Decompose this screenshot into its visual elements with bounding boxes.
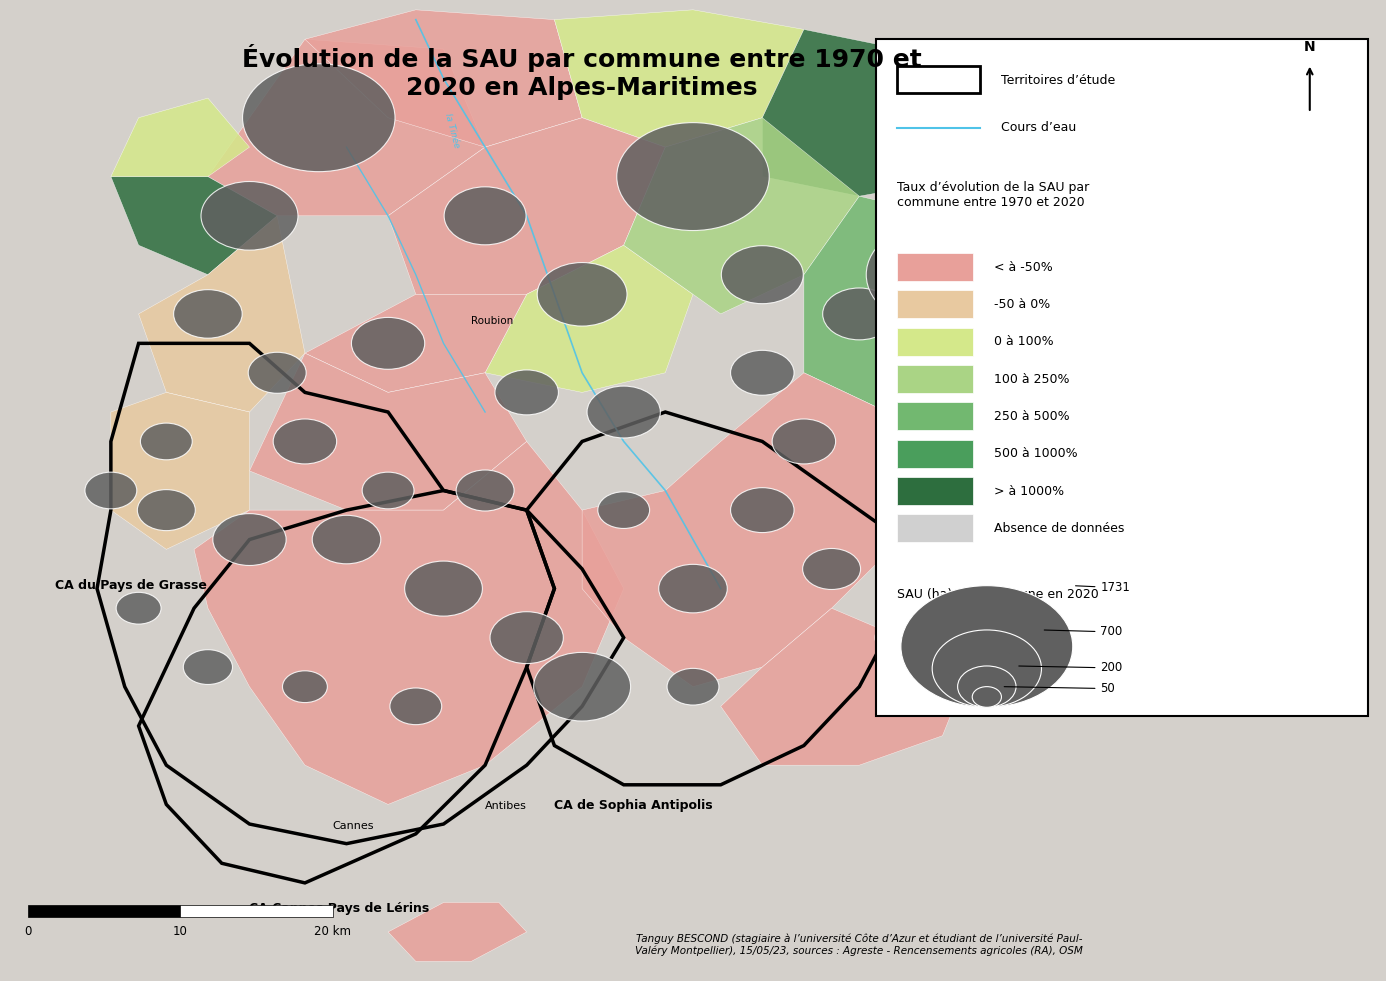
Text: Roubion: Roubion [471, 316, 513, 326]
Circle shape [248, 352, 306, 393]
Text: 10: 10 [173, 925, 187, 938]
Bar [180, 905, 333, 917]
Polygon shape [208, 39, 485, 216]
Text: Territoires d’étude: Territoires d’étude [1001, 74, 1114, 87]
Text: 20 km: 20 km [315, 925, 351, 938]
Circle shape [116, 593, 161, 624]
Text: < à -50%: < à -50% [994, 261, 1052, 274]
Polygon shape [111, 177, 277, 275]
Circle shape [588, 387, 660, 438]
Polygon shape [249, 353, 527, 510]
Polygon shape [901, 441, 1053, 667]
Text: Taux d’évolution de la SAU par
commune entre 1970 et 2020: Taux d’évolution de la SAU par commune e… [897, 181, 1089, 210]
Bar [897, 402, 973, 431]
Polygon shape [194, 441, 624, 804]
Text: Menton: Menton [942, 566, 984, 576]
Circle shape [730, 350, 794, 395]
Circle shape [944, 452, 997, 490]
Circle shape [85, 472, 137, 509]
Circle shape [866, 221, 1019, 329]
Circle shape [958, 666, 1016, 707]
Circle shape [444, 186, 527, 245]
Text: 0: 0 [24, 925, 32, 938]
Circle shape [617, 123, 769, 231]
Text: 700: 700 [1044, 626, 1123, 639]
Polygon shape [1053, 343, 1137, 540]
Circle shape [730, 488, 794, 533]
Text: -50 à 0%: -50 à 0% [994, 298, 1051, 311]
Polygon shape [942, 245, 1109, 471]
Polygon shape [305, 294, 527, 392]
Circle shape [972, 687, 1002, 707]
Text: Antibes: Antibes [485, 801, 527, 811]
Text: 50: 50 [1005, 682, 1116, 696]
Text: 1731: 1731 [1076, 581, 1131, 594]
Circle shape [405, 561, 482, 616]
Polygon shape [305, 10, 582, 147]
Polygon shape [111, 98, 249, 177]
Circle shape [201, 181, 298, 250]
Circle shape [597, 491, 650, 529]
Bar [897, 328, 973, 356]
Circle shape [772, 419, 836, 464]
Circle shape [933, 630, 1041, 707]
Polygon shape [582, 373, 942, 687]
Circle shape [875, 619, 927, 656]
Text: Monaco: Monaco [887, 615, 930, 625]
Polygon shape [942, 78, 1137, 275]
Circle shape [243, 64, 395, 172]
Circle shape [283, 671, 327, 702]
Circle shape [538, 263, 626, 326]
Circle shape [213, 514, 286, 565]
Circle shape [137, 490, 195, 531]
Circle shape [491, 612, 563, 663]
Circle shape [273, 419, 337, 464]
Polygon shape [804, 196, 998, 412]
Text: Évolution de la SAU par commune entre 1970 et
2020 en Alpes-Maritimes: Évolution de la SAU par commune entre 19… [243, 44, 922, 100]
Circle shape [721, 245, 804, 304]
Text: Cours d’eau: Cours d’eau [1001, 121, 1076, 134]
Polygon shape [111, 392, 249, 549]
Polygon shape [388, 903, 527, 961]
Bar [28, 905, 180, 917]
Text: Cannes: Cannes [333, 821, 374, 831]
Bar [897, 290, 973, 319]
Text: CA de Sophia Antipolis: CA de Sophia Antipolis [554, 800, 712, 812]
Polygon shape [554, 10, 804, 147]
Text: 0 à 100%: 0 à 100% [994, 336, 1053, 348]
Text: CA du Pays de Grasse: CA du Pays de Grasse [55, 579, 208, 592]
Text: N: N [1304, 40, 1315, 54]
Circle shape [173, 289, 243, 338]
Text: > à 1000%: > à 1000% [994, 485, 1064, 497]
Polygon shape [485, 245, 693, 392]
Text: 200: 200 [1019, 661, 1123, 674]
Bar [897, 439, 973, 468]
Circle shape [456, 470, 514, 511]
Circle shape [534, 652, 631, 721]
Circle shape [140, 423, 193, 460]
Circle shape [667, 668, 719, 705]
Text: SAU (ha) par commune en 2020: SAU (ha) par commune en 2020 [897, 588, 1099, 600]
Circle shape [998, 441, 1081, 500]
Bar [897, 514, 973, 542]
Bar [897, 477, 973, 505]
Circle shape [352, 318, 424, 369]
Circle shape [362, 472, 414, 509]
Text: la Tinée: la Tinée [444, 113, 462, 149]
Polygon shape [762, 29, 998, 196]
Polygon shape [388, 118, 665, 294]
Text: CA Cannes Pays de Lérins: CA Cannes Pays de Lérins [249, 903, 430, 915]
Text: Tanguy BESCOND (stagiaire à l’université Côte d’Azur et étudiant de l’université: Tanguy BESCOND (stagiaire à l’université… [635, 934, 1084, 956]
Circle shape [901, 586, 1073, 707]
FancyBboxPatch shape [876, 39, 1368, 716]
Circle shape [312, 515, 381, 564]
Circle shape [495, 370, 559, 415]
Polygon shape [624, 118, 859, 314]
Bar [897, 253, 973, 282]
Circle shape [183, 649, 233, 685]
Text: Absence de données: Absence de données [994, 522, 1124, 535]
Polygon shape [139, 216, 305, 412]
Circle shape [802, 548, 861, 590]
Circle shape [823, 288, 895, 339]
